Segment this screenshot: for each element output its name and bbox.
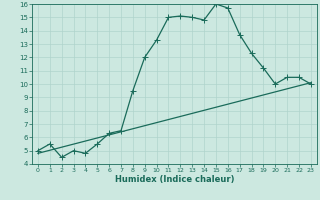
X-axis label: Humidex (Indice chaleur): Humidex (Indice chaleur) <box>115 175 234 184</box>
